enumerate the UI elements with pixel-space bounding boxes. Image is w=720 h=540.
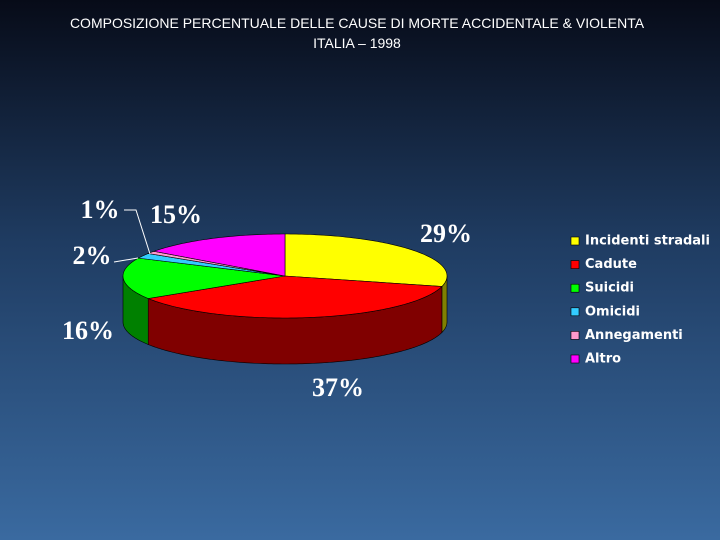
chart-subtitle: ITALIA – 1998 [313, 35, 401, 51]
value-label: 1% [81, 195, 120, 224]
legend-label: Altro [585, 352, 621, 367]
legend-swatch [570, 331, 580, 340]
pie-slice [137, 253, 286, 277]
legend-label: Annegamenti [585, 328, 683, 343]
leader-line [113, 257, 139, 263]
pie-slice [122, 257, 286, 299]
legend-swatch [570, 307, 580, 317]
legend-label: Cadute [585, 257, 637, 272]
value-label: 2% [73, 241, 112, 270]
legend-label: Suicidi [585, 281, 634, 296]
value-label: 29% [420, 219, 472, 248]
value-label: 16% [62, 316, 114, 345]
legend-swatch [570, 283, 580, 293]
legend-swatch [570, 260, 580, 269]
legend-swatch [570, 354, 580, 364]
legend-label: Incidenti stradali [585, 234, 710, 249]
value-label: 15% [150, 200, 202, 229]
pie-slice [284, 233, 448, 287]
leader-line [124, 209, 151, 255]
legend-swatch [570, 236, 580, 246]
chart-title: COMPOSIZIONE PERCENTUALE DELLE CAUSE DI … [70, 15, 645, 31]
pie-slice [152, 233, 286, 277]
legend-label: Omicidi [585, 304, 640, 319]
value-label: 37% [312, 373, 364, 402]
